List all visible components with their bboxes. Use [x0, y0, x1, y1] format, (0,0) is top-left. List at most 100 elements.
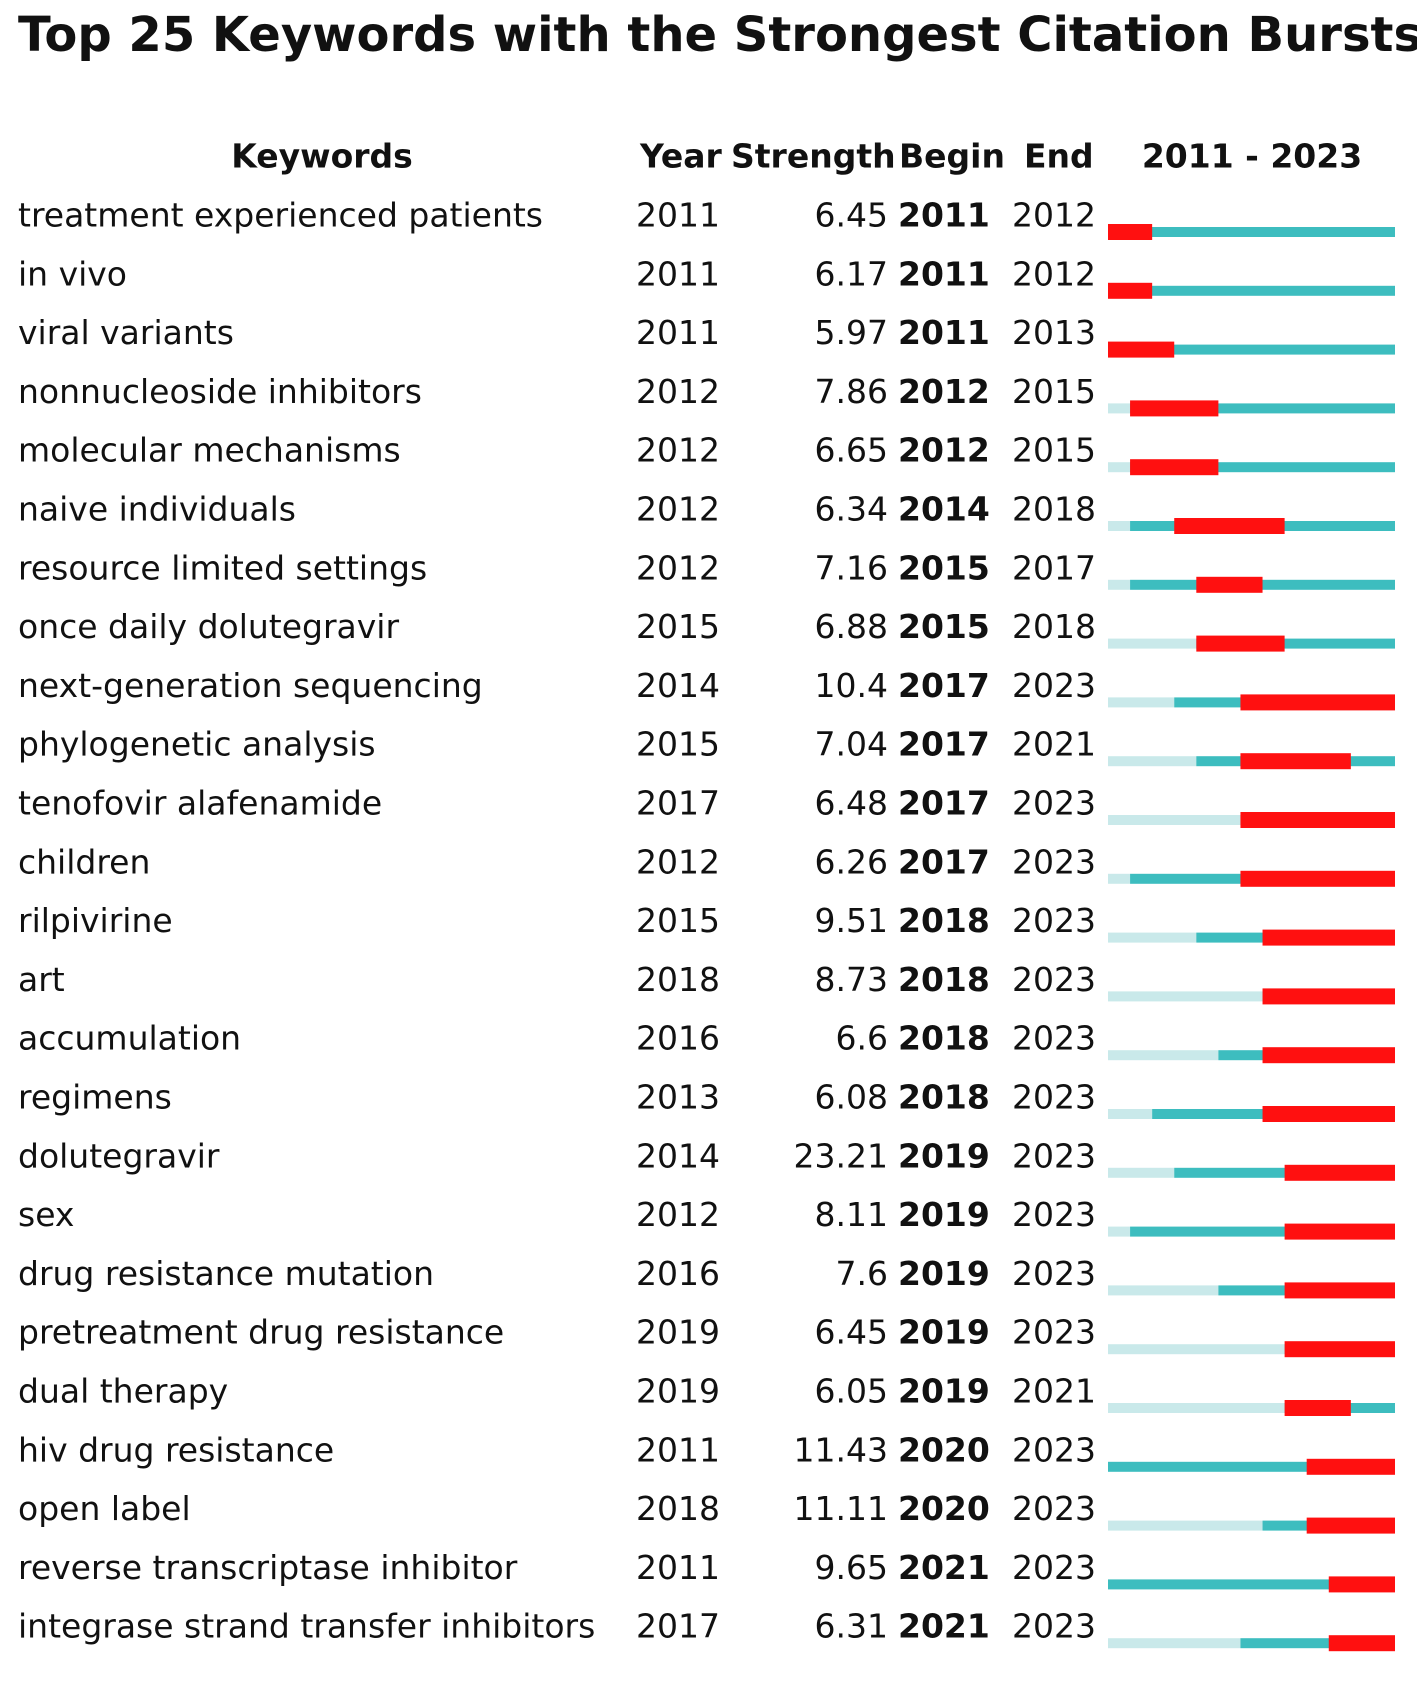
bar-before: [1108, 697, 1175, 708]
begin: 2017: [898, 666, 990, 705]
keyword: viral variants: [18, 313, 234, 352]
year: 2011: [636, 196, 720, 235]
bar-before: [1108, 1167, 1175, 1178]
bar-before: [1108, 932, 1197, 943]
keyword: phylogenetic analysis: [18, 725, 376, 764]
year: 2011: [636, 1548, 720, 1587]
year: 2014: [636, 666, 720, 705]
strength: 6.05: [815, 1372, 888, 1411]
bar-burst: [1284, 1223, 1395, 1240]
bar-before: [1108, 521, 1131, 531]
begin: 2021: [898, 1548, 990, 1587]
bar-burst: [1284, 1400, 1351, 1416]
bar-burst: [1306, 1458, 1395, 1475]
header-timeline: 2011 - 2023: [1142, 137, 1362, 176]
strength: 7.6: [836, 1254, 888, 1293]
bar-before: [1108, 815, 1241, 825]
begin: 2020: [898, 1430, 990, 1469]
keyword: hiv drug resistance: [18, 1430, 334, 1469]
begin: 2012: [898, 372, 990, 411]
strength: 8.11: [815, 1195, 888, 1234]
end: 2012: [1012, 196, 1096, 235]
year: 2013: [636, 1078, 720, 1117]
end: 2012: [1012, 254, 1096, 293]
keyword: open label: [18, 1489, 191, 1528]
strength: 11.11: [794, 1489, 888, 1528]
year: 2015: [636, 725, 720, 764]
bar-burst: [1284, 1164, 1395, 1181]
year: 2018: [636, 1489, 720, 1528]
keyword: children: [18, 842, 150, 881]
bar-before: [1108, 873, 1131, 884]
year: 2012: [636, 490, 720, 529]
bar-active: [1108, 1461, 1395, 1472]
begin: 2012: [898, 431, 990, 470]
keyword: regimens: [18, 1078, 172, 1117]
bar-active: [1130, 1226, 1395, 1237]
bar-burst: [1284, 1341, 1395, 1358]
keyword: art: [18, 960, 65, 999]
bar-active: [1240, 1638, 1395, 1649]
begin: 2019: [898, 1254, 990, 1293]
end: 2013: [1012, 313, 1096, 352]
end: 2018: [1012, 607, 1096, 646]
strength: 6.65: [815, 431, 888, 470]
begin: 2017: [898, 842, 990, 881]
begin: 2011: [898, 254, 990, 293]
keyword: drug resistance mutation: [18, 1254, 434, 1293]
keyword: resource limited settings: [18, 548, 427, 587]
keyword: integrase strand transfer inhibitors: [18, 1607, 595, 1646]
bar-active: [1130, 462, 1395, 473]
keyword: dual therapy: [18, 1372, 228, 1411]
bar-before: [1108, 462, 1131, 473]
strength: 9.65: [815, 1548, 888, 1587]
year: 2018: [636, 960, 720, 999]
keyword: rilpivirine: [18, 901, 173, 940]
bar-before: [1108, 579, 1131, 590]
year: 2012: [636, 548, 720, 587]
bar-burst: [1262, 929, 1395, 946]
strength: 6.45: [815, 196, 888, 235]
bar-active: [1108, 344, 1395, 355]
strength: 5.97: [815, 313, 888, 352]
begin: 2020: [898, 1489, 990, 1528]
keyword: once daily dolutegravir: [18, 607, 399, 646]
begin: 2019: [898, 1313, 990, 1352]
end: 2017: [1012, 548, 1096, 587]
keyword: reverse transcriptase inhibitor: [18, 1548, 518, 1587]
begin: 2019: [898, 1195, 990, 1234]
end: 2023: [1012, 1548, 1096, 1587]
year: 2017: [636, 1607, 720, 1646]
end: 2018: [1012, 490, 1096, 529]
bar-before: [1108, 756, 1197, 767]
strength: 11.43: [794, 1430, 888, 1469]
end: 2023: [1012, 666, 1096, 705]
strength: 6.31: [815, 1607, 888, 1646]
bar-burst: [1108, 282, 1153, 299]
begin: 2018: [898, 901, 990, 940]
end: 2021: [1012, 725, 1096, 764]
begin: 2015: [898, 607, 990, 646]
bar-burst: [1262, 1047, 1395, 1064]
keyword: accumulation: [18, 1019, 241, 1058]
begin: 2017: [898, 784, 990, 823]
bar-active: [1108, 227, 1395, 237]
header-year: Year: [639, 137, 723, 176]
end: 2015: [1012, 372, 1096, 411]
year: 2012: [636, 372, 720, 411]
header-begin: Begin: [899, 137, 1005, 176]
strength: 6.45: [815, 1313, 888, 1352]
keyword: next-generation sequencing: [18, 666, 483, 705]
header-end: End: [1024, 137, 1094, 176]
bar-active: [1108, 285, 1395, 296]
strength: 7.16: [815, 548, 888, 587]
year: 2012: [636, 431, 720, 470]
bar-burst: [1108, 341, 1175, 358]
bar-active: [1108, 1579, 1395, 1590]
bar-burst: [1240, 870, 1395, 887]
bar-burst: [1130, 459, 1219, 476]
strength: 10.4: [815, 666, 888, 705]
bar-burst: [1108, 224, 1153, 240]
bar-active: [1130, 403, 1395, 414]
bar-burst: [1196, 576, 1263, 593]
